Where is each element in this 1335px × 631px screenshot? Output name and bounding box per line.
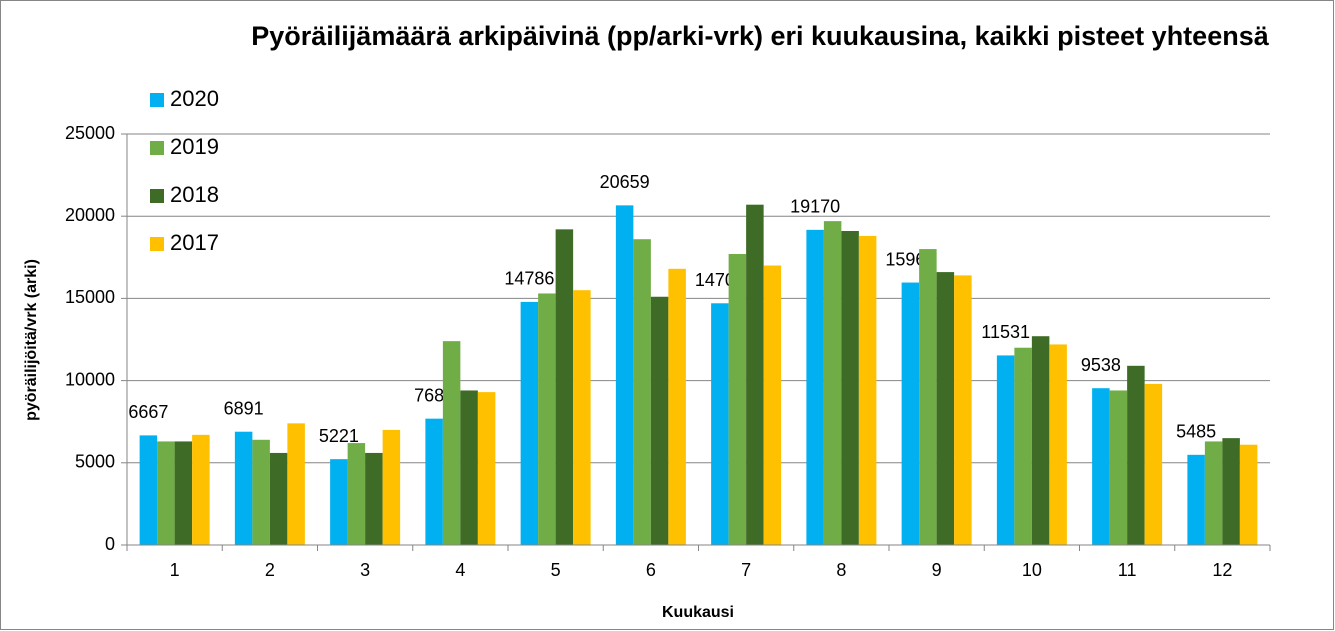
bar	[1127, 365, 1145, 545]
bar	[157, 441, 175, 545]
bar	[460, 390, 478, 545]
data-label: 20659	[600, 172, 650, 192]
bar	[806, 229, 824, 545]
bar	[746, 204, 764, 545]
legend-label: 2019	[170, 134, 219, 159]
bar	[919, 249, 937, 545]
y-axis-label: pyöräilijöitä/vrk (arki)	[23, 259, 40, 421]
x-tick-label: 11	[1118, 560, 1137, 580]
bar	[555, 229, 574, 546]
bar	[1239, 444, 1258, 545]
data-label: 14786	[504, 269, 554, 289]
bar	[1092, 388, 1110, 545]
x-tick-label: 9	[932, 560, 942, 580]
bar	[382, 429, 401, 545]
data-label: 19170	[790, 197, 840, 217]
y-tick-label: 15000	[65, 287, 115, 307]
bar	[365, 452, 383, 545]
x-tick-label: 2	[265, 560, 275, 580]
bar	[1187, 454, 1205, 545]
bar	[442, 341, 461, 545]
bar	[1014, 347, 1032, 545]
x-tick-label: 12	[1212, 560, 1232, 580]
bar	[728, 254, 747, 545]
bar	[520, 301, 539, 545]
bar	[174, 441, 193, 545]
x-tick-label: 10	[1022, 560, 1042, 580]
bar	[139, 435, 158, 545]
data-label: 11531	[981, 322, 1030, 342]
y-tick-label: 25000	[65, 123, 115, 143]
x-tick-label: 6	[646, 560, 656, 580]
data-label: 5221	[319, 426, 359, 446]
bar	[538, 293, 556, 545]
bar	[192, 434, 210, 545]
legend-swatch	[150, 141, 164, 155]
bar	[347, 443, 366, 545]
legend-label: 2018	[170, 182, 219, 207]
data-label: 9538	[1081, 355, 1121, 375]
y-tick-label: 20000	[65, 205, 115, 225]
bar	[1222, 438, 1240, 545]
data-label: 5485	[1176, 422, 1216, 442]
bar	[573, 290, 591, 545]
x-tick-label: 3	[360, 560, 370, 580]
bar	[954, 275, 972, 545]
bar	[1109, 390, 1128, 545]
bar	[425, 418, 443, 545]
bar	[252, 439, 270, 545]
x-tick-label: 4	[455, 560, 465, 580]
y-tick-label: 5000	[75, 452, 115, 472]
bar	[1031, 336, 1050, 545]
x-tick-label: 1	[170, 560, 180, 580]
bar	[668, 268, 686, 545]
bar	[996, 355, 1015, 545]
bar	[1144, 383, 1163, 545]
legend-label: 2017	[170, 230, 219, 255]
bar	[650, 296, 669, 545]
data-label: 6891	[224, 398, 264, 418]
bar	[841, 230, 859, 545]
y-tick-label: 0	[105, 534, 115, 554]
legend-swatch	[150, 93, 164, 107]
bar	[763, 265, 782, 545]
legend-swatch	[150, 237, 164, 251]
bar	[287, 423, 305, 545]
bar	[477, 392, 496, 545]
bar	[633, 239, 651, 545]
legend-label: 2020	[170, 86, 219, 111]
bar	[234, 431, 253, 545]
x-tick-label: 7	[741, 560, 751, 580]
bar	[823, 221, 842, 545]
bar	[901, 282, 920, 545]
x-axis-label: Kuukausi	[662, 604, 734, 621]
bar	[1204, 441, 1223, 545]
bar	[1049, 344, 1067, 545]
bar	[330, 459, 348, 545]
x-tick-label: 5	[551, 560, 561, 580]
bar	[615, 205, 634, 546]
bar	[711, 303, 729, 545]
data-label: 6667	[128, 402, 168, 422]
legend-swatch	[150, 189, 164, 203]
chart-title: Pyöräilijämäärä arkipäivinä (pp/arki-vrk…	[251, 21, 1269, 51]
bar	[858, 235, 877, 546]
bar	[269, 452, 288, 545]
bar	[936, 272, 955, 545]
y-tick-label: 10000	[65, 369, 115, 389]
x-tick-label: 8	[836, 560, 846, 580]
